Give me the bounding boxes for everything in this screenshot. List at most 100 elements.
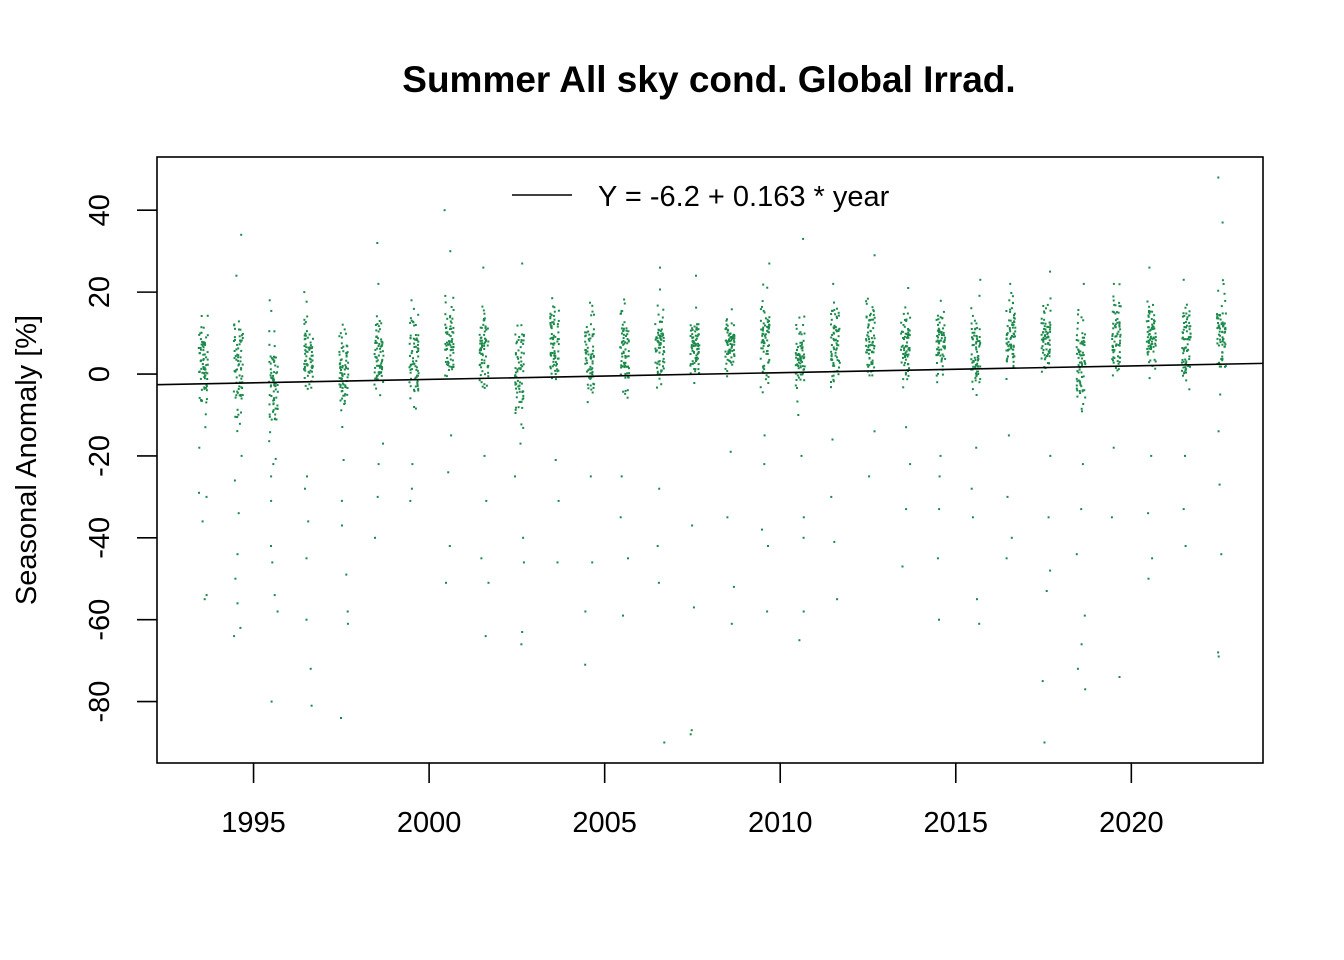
data-point <box>1184 358 1187 361</box>
data-point <box>794 352 797 355</box>
data-point <box>799 344 802 347</box>
data-point <box>904 373 907 376</box>
data-point <box>1011 295 1014 298</box>
data-point <box>732 334 735 337</box>
data-point <box>695 274 697 277</box>
data-point <box>938 342 941 345</box>
data-point <box>1042 340 1045 343</box>
data-point <box>1152 345 1155 348</box>
data-point <box>234 577 237 580</box>
data-point <box>241 363 244 366</box>
data-point <box>761 339 764 342</box>
data-point <box>268 299 271 302</box>
data-point <box>585 343 588 346</box>
data-point <box>514 375 517 377</box>
data-point <box>871 361 874 364</box>
data-point <box>868 364 871 367</box>
data-point <box>203 368 206 371</box>
legend: Y = -6.2 + 0.163 * year <box>512 181 890 213</box>
data-point <box>205 364 208 367</box>
data-point <box>377 337 379 340</box>
data-point <box>376 242 379 244</box>
y-tick-label: 40 <box>84 194 116 226</box>
data-point <box>1049 297 1052 300</box>
data-point <box>833 540 836 543</box>
data-point <box>414 385 417 388</box>
data-point <box>375 315 378 318</box>
data-point <box>1112 295 1115 298</box>
data-point <box>656 337 659 340</box>
data-point <box>795 342 798 345</box>
data-point <box>239 394 242 397</box>
data-point <box>624 365 627 367</box>
data-point <box>1188 321 1191 324</box>
data-point <box>1189 332 1192 335</box>
data-point <box>692 606 695 609</box>
data-point <box>1222 337 1225 340</box>
data-point <box>1076 352 1078 355</box>
data-point <box>835 329 838 332</box>
data-point <box>661 316 664 319</box>
data-point <box>802 536 805 539</box>
data-point <box>340 369 342 371</box>
y-tick-label: -40 <box>84 517 116 559</box>
data-point <box>380 345 382 348</box>
data-point <box>766 350 768 353</box>
data-point <box>975 372 977 375</box>
data-point <box>907 374 910 377</box>
data-point <box>345 359 348 362</box>
data-point <box>873 366 876 369</box>
data-point <box>417 313 420 316</box>
data-point <box>446 332 449 335</box>
data-point <box>343 328 346 331</box>
data-point <box>627 557 629 560</box>
data-point <box>415 366 418 369</box>
data-point <box>799 362 802 365</box>
data-point <box>520 360 523 363</box>
data-point <box>550 354 553 357</box>
data-point <box>727 351 730 354</box>
data-point <box>201 344 204 347</box>
data-point <box>416 339 419 342</box>
data-point <box>767 545 769 547</box>
data-point <box>516 324 519 327</box>
data-point <box>551 346 554 349</box>
data-point <box>623 302 626 305</box>
data-point <box>867 365 870 368</box>
data-point <box>1009 343 1011 346</box>
data-point <box>487 581 490 584</box>
data-point <box>486 327 489 330</box>
data-point <box>724 367 727 370</box>
data-point <box>587 369 590 372</box>
data-point <box>1153 320 1156 323</box>
data-point <box>483 342 486 345</box>
data-point <box>869 312 872 315</box>
data-point <box>903 325 906 328</box>
data-point <box>795 324 798 326</box>
data-point <box>1083 614 1086 617</box>
data-point <box>1220 358 1223 361</box>
data-point <box>589 301 591 304</box>
data-point <box>766 318 769 321</box>
data-point <box>800 333 803 336</box>
data-point <box>1042 305 1045 307</box>
data-point <box>1081 376 1083 378</box>
data-point <box>520 643 523 646</box>
data-point <box>377 354 380 357</box>
data-point <box>556 323 559 326</box>
data-point <box>1114 312 1117 315</box>
data-point <box>451 317 454 320</box>
data-point <box>205 495 208 498</box>
data-point <box>305 618 308 621</box>
data-point <box>1005 310 1008 312</box>
data-point <box>203 377 206 380</box>
data-point <box>452 345 455 348</box>
data-point <box>835 342 838 345</box>
data-point <box>906 355 909 358</box>
data-point <box>837 335 840 338</box>
data-point <box>238 335 241 338</box>
data-point <box>411 350 414 352</box>
data-point <box>973 319 976 322</box>
data-point <box>727 350 730 353</box>
data-point <box>1012 360 1015 363</box>
